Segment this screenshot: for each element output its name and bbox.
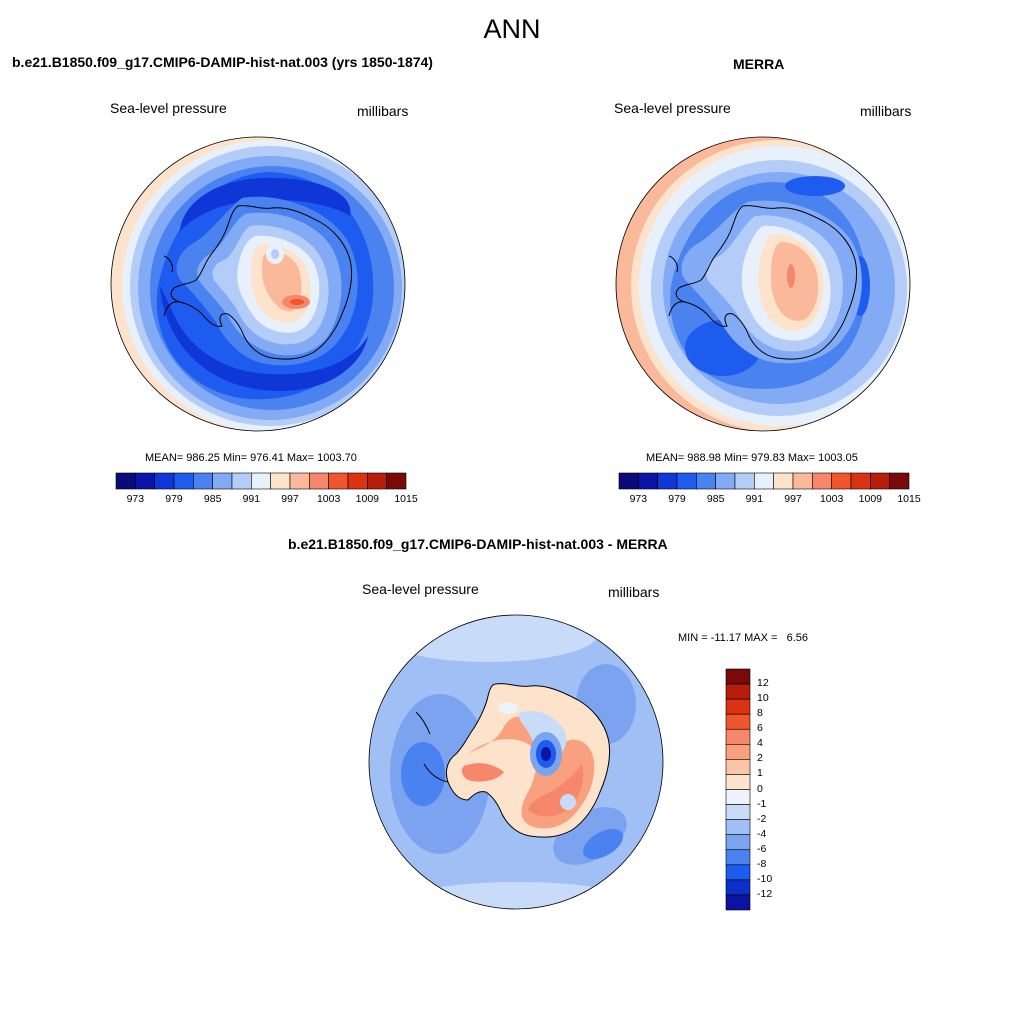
- colorbar-swatch: [715, 472, 736, 490]
- colorbar-tick-label: 985: [706, 493, 725, 505]
- colorbar-tick-label: 973: [629, 493, 648, 505]
- colorbar-tick-label: 997: [281, 493, 299, 505]
- colorbar-swatch: [725, 879, 751, 896]
- colorbar-swatch: [386, 472, 407, 490]
- diff-panel-title: b.e21.B1850.f09_g17.CMIP6-DAMIP-hist-nat…: [288, 536, 668, 552]
- colorbar-tick-label: 979: [668, 493, 686, 505]
- colorbar-swatch: [618, 472, 639, 490]
- colorbar-swatch: [696, 472, 716, 490]
- colorbar-swatch: [251, 472, 271, 490]
- colorbar-tick-label: 979: [165, 493, 183, 505]
- colorbar-tick-label: 991: [745, 493, 764, 505]
- obs-panel-title: MERRA: [733, 56, 785, 72]
- colorbar-swatch: [154, 472, 175, 490]
- diff-polar-map: [368, 614, 664, 910]
- colorbar-swatch: [792, 472, 813, 490]
- model-units-label: millibars: [357, 103, 409, 119]
- obs-units-label: millibars: [860, 103, 912, 119]
- colorbar-swatch: [212, 472, 233, 490]
- model-variable-label: Sea-level pressure: [110, 100, 227, 116]
- colorbar-swatch: [831, 472, 852, 490]
- colorbar-tick-label: 997: [784, 493, 802, 505]
- colorbar-swatch: [676, 472, 697, 490]
- colorbar-swatch: [812, 472, 832, 490]
- colorbar-swatch: [725, 789, 751, 805]
- model-polar-map: [110, 136, 406, 432]
- colorbar-tick-label: 1015: [394, 493, 418, 505]
- colorbar-swatch: [173, 472, 194, 490]
- colorbar-tick-label: -1: [757, 797, 767, 810]
- colorbar-swatch: [725, 894, 751, 911]
- colorbar-swatch: [115, 472, 136, 490]
- colorbar-swatch: [725, 849, 751, 866]
- colorbar-swatch: [193, 472, 213, 490]
- colorbar-swatch: [725, 728, 751, 745]
- colorbar-swatch: [725, 713, 751, 730]
- obs-stats: MEAN= 988.98 Min= 979.83 Max= 1003.05: [646, 452, 858, 464]
- colorbar-swatch: [870, 472, 890, 490]
- colorbar-tick-label: 4: [757, 737, 763, 750]
- diff-colorbar: [725, 668, 751, 911]
- colorbar-swatch: [725, 668, 751, 685]
- colorbar-tick-label: 991: [242, 493, 261, 505]
- obs-variable-label: Sea-level pressure: [614, 100, 731, 116]
- colorbar-swatch: [638, 472, 658, 490]
- diff-minmax: MIN = -11.17 MAX = 6.56: [678, 632, 809, 644]
- colorbar-tick-label: -4: [757, 827, 767, 840]
- colorbar-tick-label: 1009: [355, 493, 379, 505]
- colorbar-tick-label: 6: [757, 722, 763, 735]
- diff-variable-label: Sea-level pressure: [362, 581, 479, 597]
- colorbar-tick-label: 1: [757, 767, 763, 780]
- colorbar-swatch: [135, 472, 155, 490]
- colorbar-tick-label: 2: [757, 752, 763, 765]
- colorbar-tick-label: -2: [757, 812, 767, 825]
- colorbar-tick-label: 1003: [316, 493, 341, 505]
- colorbar-tick-label: 10: [757, 692, 769, 705]
- colorbar-swatch: [270, 472, 291, 490]
- colorbar-swatch: [725, 744, 751, 760]
- colorbar-swatch: [725, 759, 751, 775]
- colorbar-tick-label: 8: [757, 707, 763, 720]
- colorbar-swatch: [725, 819, 751, 835]
- model-panel-title: b.e21.B1850.f09_g17.CMIP6-DAMIP-hist-nat…: [12, 54, 433, 70]
- colorbar-swatch: [754, 472, 774, 490]
- colorbar-tick-label: 0: [757, 782, 763, 795]
- colorbar-swatch: [734, 472, 755, 490]
- colorbar-swatch: [328, 472, 349, 490]
- model-stats: MEAN= 986.25 Min= 976.41 Max= 1003.70: [145, 452, 357, 464]
- colorbar-tick-label: 1009: [858, 493, 882, 505]
- colorbar-swatch: [725, 698, 751, 715]
- colorbar-swatch: [725, 683, 751, 700]
- colorbar-tick-label: -6: [757, 842, 767, 855]
- colorbar-swatch: [657, 472, 678, 490]
- colorbar-tick-label: 1003: [819, 493, 844, 505]
- colorbar-tick-label: 1015: [897, 493, 921, 505]
- colorbar-swatch: [725, 774, 751, 790]
- colorbar-swatch: [725, 834, 751, 851]
- model-colorbar: [115, 472, 407, 490]
- colorbar-swatch: [773, 472, 794, 490]
- colorbar-swatch: [289, 472, 310, 490]
- colorbar-tick-label: -8: [757, 857, 767, 870]
- colorbar-tick-label: -10: [757, 872, 773, 885]
- colorbar-tick-label: 973: [126, 493, 145, 505]
- diff-units-label: millibars: [608, 584, 660, 600]
- colorbar-tick-label: -12: [757, 887, 773, 900]
- colorbar-swatch: [725, 804, 751, 820]
- colorbar-tick-label: 985: [203, 493, 222, 505]
- colorbar-swatch: [889, 472, 910, 490]
- figure-title: ANN: [483, 14, 541, 44]
- colorbar-swatch: [367, 472, 387, 490]
- colorbar-swatch: [231, 472, 252, 490]
- colorbar-swatch: [347, 472, 368, 490]
- colorbar-swatch: [850, 472, 871, 490]
- obs-polar-map: [615, 136, 911, 432]
- colorbar-swatch: [725, 864, 751, 881]
- colorbar-tick-label: 12: [757, 677, 769, 690]
- obs-colorbar: [618, 472, 910, 490]
- colorbar-swatch: [309, 472, 329, 490]
